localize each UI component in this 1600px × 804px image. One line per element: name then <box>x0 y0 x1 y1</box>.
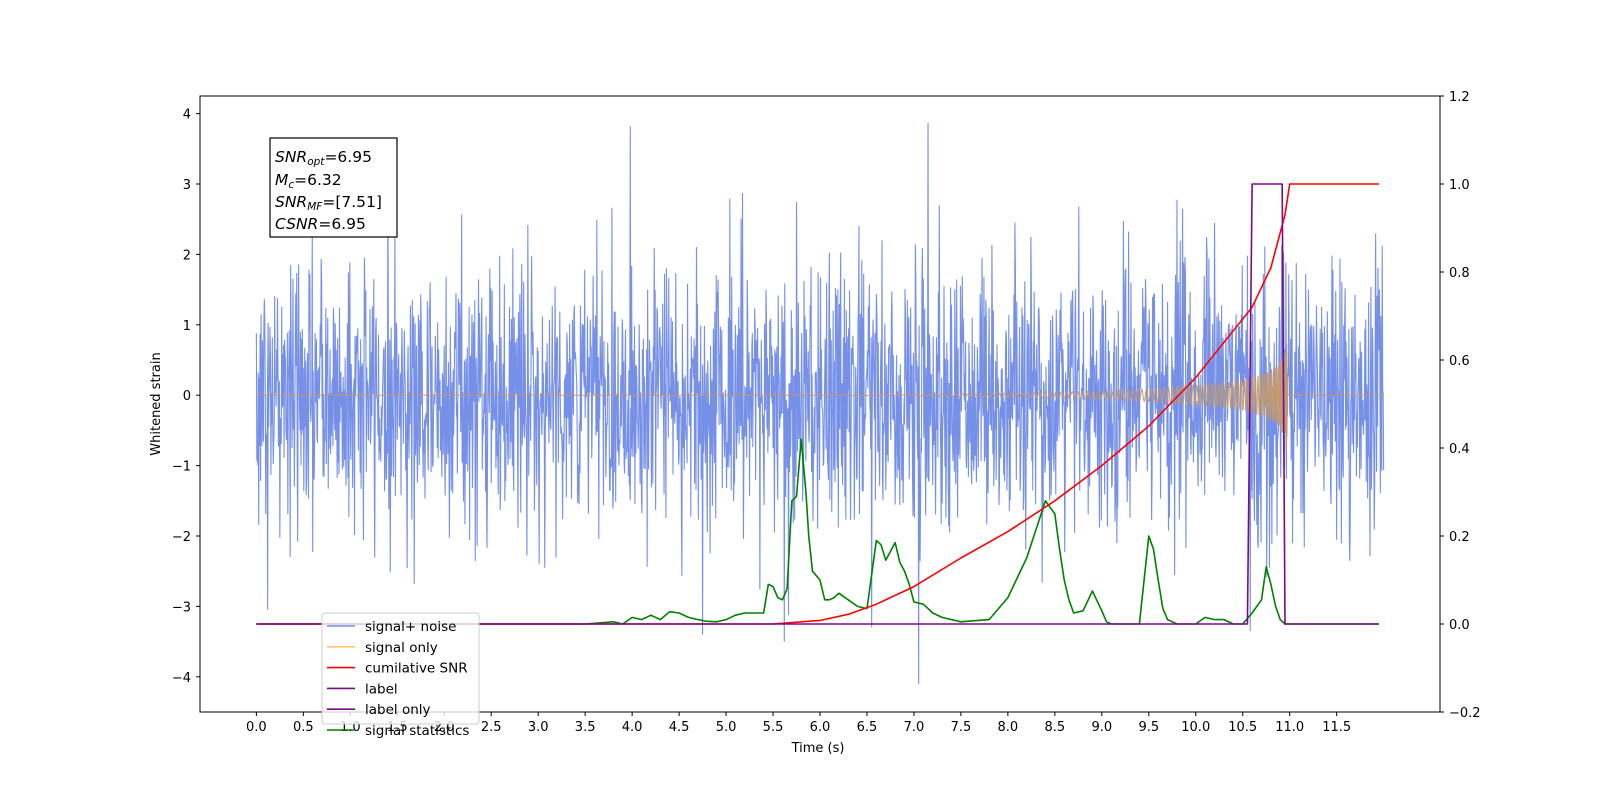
x-tick-label: 0.0 <box>246 720 267 735</box>
y-right-tick-label: 1.2 <box>1449 90 1470 105</box>
x-tick-label: 9.0 <box>1091 720 1112 735</box>
plot-area <box>255 122 1385 684</box>
legend-label: signal statistics <box>365 723 469 739</box>
legend-label: cumilative SNR <box>365 661 468 677</box>
y-axis-right: 1.2 1.0 0.8 0.6 0.4 0.2 0.0 −0.2 <box>1440 90 1481 721</box>
y-left-tick-label: 3 <box>183 178 191 193</box>
x-tick-label: 11.0 <box>1275 720 1304 735</box>
y-left-tick-label: 2 <box>183 248 191 263</box>
legend-item-cumilative-snr: cumilative SNR <box>327 661 468 677</box>
x-tick-label: 11.5 <box>1322 720 1351 735</box>
y-left-tick-label: 0 <box>183 389 191 404</box>
x-tick-label: 4.0 <box>622 720 643 735</box>
series-label-line <box>256 183 1379 625</box>
x-tick-label: 10.5 <box>1228 720 1257 735</box>
y-left-tick-label: −4 <box>172 671 191 686</box>
x-tick-label: 7.0 <box>904 720 925 735</box>
x-tick-label: 3.5 <box>575 720 596 735</box>
annotation-csnr: CSNR=6.95 <box>275 215 366 233</box>
x-tick-label: 5.5 <box>763 720 784 735</box>
x-tick-label: 10.0 <box>1181 720 1210 735</box>
y-right-tick-label: 0.2 <box>1449 530 1470 545</box>
annotation-frame <box>269 137 398 238</box>
y-left-tick-label: −3 <box>172 600 191 615</box>
legend-label: signal+ noise <box>365 619 456 635</box>
y-right-tick-label: 0.0 <box>1449 618 1470 633</box>
legend-item-signal-only: signal only <box>327 640 438 656</box>
x-axis-label: Time (s) <box>791 741 845 756</box>
y-right-tick-label: −0.2 <box>1449 706 1481 721</box>
x-tick-label: 9.5 <box>1138 720 1159 735</box>
x-tick-label: 6.5 <box>857 720 878 735</box>
x-tick-label: 4.5 <box>669 720 690 735</box>
y-right-tick-label: 0.4 <box>1449 442 1470 457</box>
legend-item-signal-noise: signal+ noise <box>327 619 456 635</box>
x-tick-label: 8.0 <box>998 720 1019 735</box>
series-cumilative-snr-line <box>256 183 1379 625</box>
y-left-tick-label: 4 <box>183 108 191 123</box>
x-tick-label: 8.5 <box>1045 720 1066 735</box>
y-right-tick-label: 1.0 <box>1449 178 1470 193</box>
annotation-box: SNRopt=6.95 Mc=6.32 SNRMF=[7.51] CSNR=6.… <box>269 137 398 238</box>
y-right-tick-label: 0.6 <box>1449 354 1470 369</box>
legend-label: label only <box>365 702 431 718</box>
y-axis-label-left: Whitened strain <box>149 352 164 455</box>
x-tick-label: 2.5 <box>481 720 502 735</box>
legend-frame <box>321 612 480 725</box>
legend-item-label: label <box>327 681 398 697</box>
series-signal-only-line <box>256 343 1384 452</box>
legend: signal+ noise signal only cumilative SNR la… <box>321 612 480 739</box>
annotation-mc: Mc=6.32 <box>275 171 342 191</box>
series-signal-noise-line <box>255 122 1385 684</box>
y-right-tick-label: 0.8 <box>1449 266 1470 281</box>
annotation-snr-opt: SNRopt=6.95 <box>275 148 372 168</box>
x-tick-label: 3.0 <box>528 720 549 735</box>
x-tick-label: 6.0 <box>810 720 831 735</box>
legend-item-signal-statistics: signal statistics <box>327 723 469 739</box>
y-left-tick-label: 1 <box>183 319 191 334</box>
y-left-tick-label: −2 <box>172 530 191 545</box>
x-tick-label: 7.5 <box>951 720 972 735</box>
annotation-snr-mf: SNRMF=[7.51] <box>275 193 382 213</box>
legend-label: signal only <box>365 640 438 656</box>
x-axis: 0.0 0.5 1.0 1.5 2.0 2.5 3.0 3.5 4.0 4.5 5.0 5.5 6.0 6… <box>246 712 1351 735</box>
legend-item-label-only: label only <box>327 702 431 718</box>
y-axis-left: 4 3 2 1 0 −1 −2 −3 −4 <box>172 108 200 686</box>
x-tick-label: 0.5 <box>293 720 314 735</box>
y-left-tick-label: −1 <box>172 460 191 475</box>
x-tick-label: 5.0 <box>716 720 737 735</box>
legend-label: label <box>365 681 398 697</box>
